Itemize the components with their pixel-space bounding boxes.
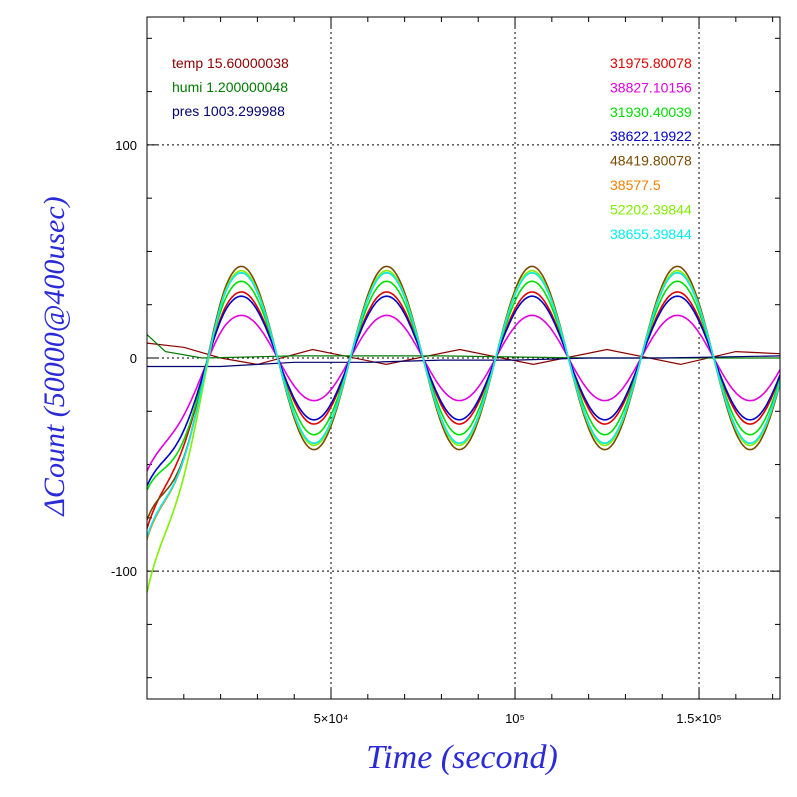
y-axis-title: ΔCount (50000@400usec) [38,196,71,516]
tick-labels: 5×10⁴ 10⁵ 1.5×10⁵ 100 0 -100 [111,138,722,726]
series-legend-entry: 31975.80078 [610,55,692,71]
series-legend-entry: 52202.39844 [610,201,692,217]
series-legend: 31975.80078 38827.10156 31930.40039 38622.1… [610,55,692,242]
series-line [147,291,780,529]
y-tick-label: 0 [130,351,137,366]
series-line [147,269,780,593]
env-legend: temp 15.60000038 humi 1.200000048 pres 100… [172,55,289,119]
series-line [147,265,780,521]
series-legend-entry: 38577.5 [610,177,661,193]
series-legend-entry: 48419.80078 [610,153,692,169]
env-legend-entry: humi 1.200000048 [172,79,288,95]
x-tick-label: 1.5×10⁵ [676,711,722,726]
series-line [147,295,780,487]
env-legend-entry: temp 15.60000038 [172,55,289,71]
series-line [147,271,780,538]
x-tick-label: 10⁵ [505,711,525,726]
env-series-line [147,342,780,366]
plot-frame [146,16,781,700]
env-legend-entry: pres 1003.299988 [172,103,285,119]
series-line [147,314,780,472]
series-line [147,280,780,491]
series-legend-entry: 31930.40039 [610,104,692,120]
series-legend-entry: 38622.19922 [610,128,692,144]
series-line [147,271,780,540]
series-legend-entry: 38827.10156 [610,79,692,95]
y-tick-label: -100 [111,564,137,579]
x-tick-label: 5×10⁴ [314,711,349,726]
y-tick-label: 100 [115,138,137,153]
x-axis-title: Time (second) [366,739,558,776]
series-legend-entry: 38655.39844 [610,226,692,242]
env-series-line [147,355,780,368]
env-series-line [147,334,780,359]
series-layer [147,265,780,593]
